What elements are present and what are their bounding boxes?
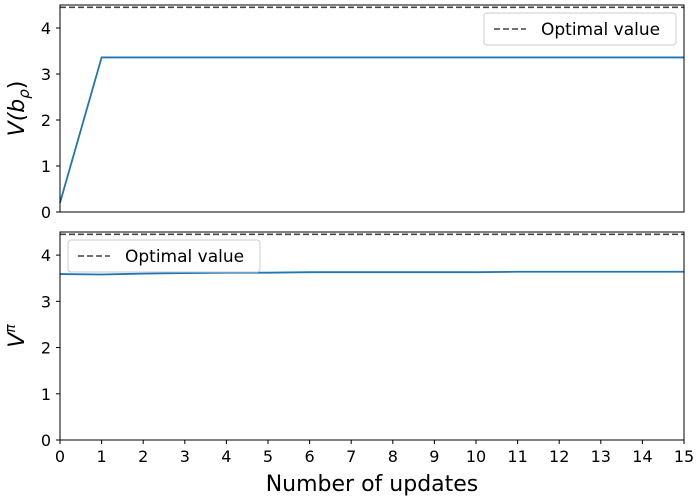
top-y-label-base: V(b bbox=[5, 99, 30, 137]
bottom-y-label-base: V bbox=[5, 331, 30, 348]
legend-box bbox=[483, 12, 677, 46]
top-panel-frame bbox=[59, 4, 685, 213]
x-tick-label: 0 bbox=[55, 447, 65, 466]
top-y-label-sub: ρ bbox=[15, 89, 33, 99]
bottom-y-label-sup: π bbox=[3, 324, 19, 333]
x-tick-label: 10 bbox=[466, 447, 486, 466]
x-tick-label: 9 bbox=[429, 447, 439, 466]
y-tick-label: 2 bbox=[41, 111, 51, 130]
y-tick-label: 3 bbox=[41, 65, 51, 84]
series-line bbox=[59, 270, 684, 276]
bottom-panel-marks bbox=[59, 233, 684, 276]
x-tick-label: 6 bbox=[305, 447, 315, 466]
x-tick-label: 14 bbox=[632, 447, 652, 466]
x-tick-label: 8 bbox=[388, 447, 398, 466]
bottom-panel-y-ticks: 0 1 2 3 4 bbox=[41, 246, 60, 450]
x-tick-label: 5 bbox=[263, 447, 273, 466]
bottom-panel-y-axis-label: Vπ bbox=[3, 324, 30, 348]
x-tick-label: 12 bbox=[549, 447, 569, 466]
x-tick-label: 2 bbox=[138, 447, 148, 466]
x-tick-label: 7 bbox=[346, 447, 356, 466]
top-panel-marks bbox=[59, 6, 684, 204]
top-panel-y-axis-label: V(bρ) bbox=[5, 81, 33, 137]
top-panel: 0 1 2 3 4 V(bρ) Optimal value bbox=[5, 4, 685, 222]
x-axis-label: Number of updates bbox=[266, 472, 479, 497]
bottom-panel-frame bbox=[59, 231, 685, 441]
y-tick-label: 4 bbox=[41, 246, 51, 265]
legend-box bbox=[67, 239, 261, 273]
x-tick-label: 4 bbox=[221, 447, 231, 466]
y-tick-label: 3 bbox=[41, 292, 51, 311]
x-tick-label: 1 bbox=[97, 447, 107, 466]
x-tick-label: 3 bbox=[180, 447, 190, 466]
y-tick-label: 2 bbox=[41, 339, 51, 358]
y-tick-label: 4 bbox=[41, 19, 51, 38]
y-tick-label: 1 bbox=[41, 157, 51, 176]
top-panel-y-ticks: 0 1 2 3 4 bbox=[41, 19, 60, 222]
x-tick-label: 13 bbox=[591, 447, 611, 466]
top-panel-legend: Optimal value bbox=[483, 12, 677, 46]
top-y-label-close: ) bbox=[5, 81, 30, 90]
x-tick-label: 15 bbox=[674, 447, 694, 466]
x-tick-label: 11 bbox=[507, 447, 527, 466]
legend-entry-optimal: Optimal value bbox=[125, 247, 244, 267]
y-tick-label: 0 bbox=[41, 431, 51, 450]
bottom-panel-x-ticks: 0 1 2 3 4 5 6 7 8 9 10 11 12 13 14 15 bbox=[55, 440, 694, 466]
legend-entry-optimal: Optimal value bbox=[541, 20, 660, 40]
y-tick-label: 1 bbox=[41, 385, 51, 404]
y-tick-label: 0 bbox=[41, 203, 51, 222]
bottom-panel-legend: Optimal value bbox=[67, 239, 261, 273]
series-line bbox=[59, 56, 684, 204]
